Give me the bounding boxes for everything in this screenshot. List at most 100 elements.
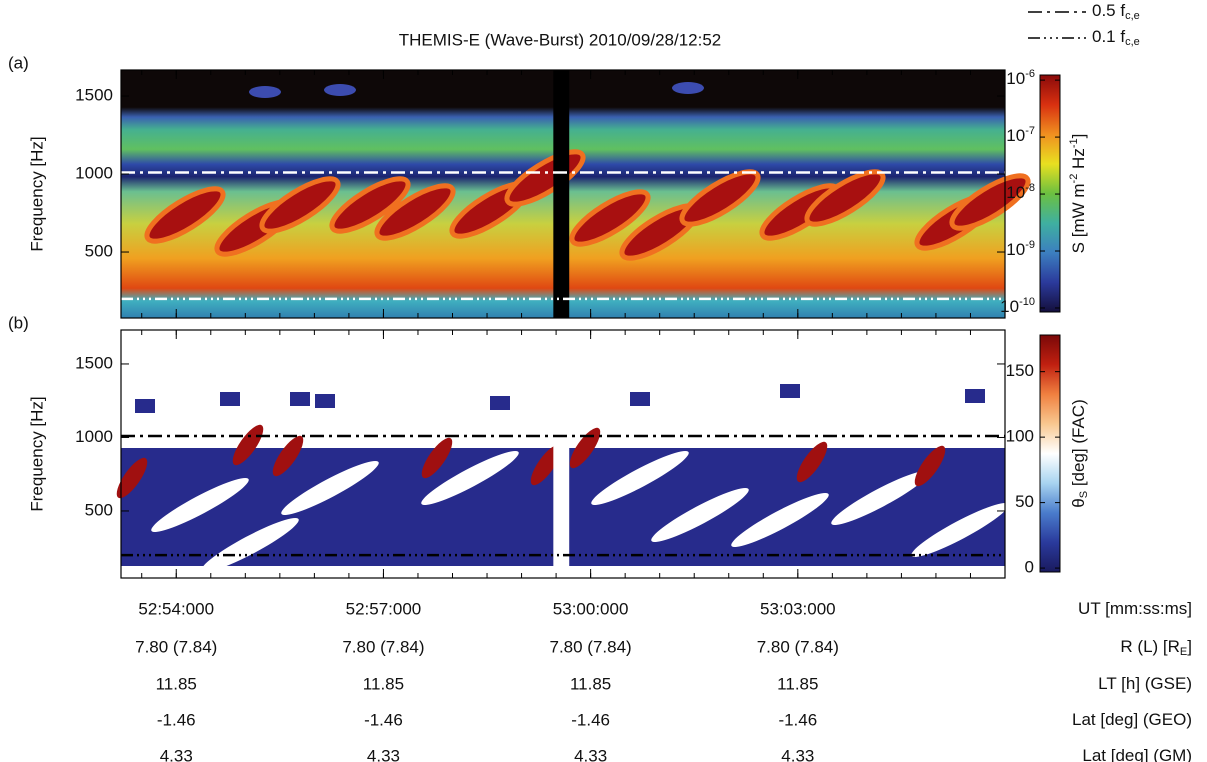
colorbar bbox=[1039, 334, 1061, 573]
spectrogram-texture bbox=[804, 169, 886, 227]
spectrogram-texture bbox=[679, 169, 761, 227]
tick-base: 10 bbox=[1006, 70, 1025, 89]
row-value: 11.85 bbox=[570, 674, 611, 693]
panel-label: (b) bbox=[8, 313, 29, 332]
y-tick-label: 1000 bbox=[75, 427, 113, 446]
row-label-part: R (L) [R bbox=[1120, 637, 1180, 656]
row-value: 7.80 (7.84) bbox=[342, 637, 424, 656]
tick-exponent: -7 bbox=[1025, 125, 1035, 137]
row-value: -1.46 bbox=[571, 710, 610, 729]
tick-exponent: -6 bbox=[1025, 68, 1035, 80]
spectrogram-texture bbox=[490, 396, 510, 410]
y-axis-label: Frequency [Hz] bbox=[27, 396, 46, 511]
spectrogram-texture bbox=[272, 435, 304, 477]
legend-text: 0.1 f bbox=[1092, 27, 1125, 46]
tick-exponent: -9 bbox=[1025, 239, 1035, 251]
y-tick-label: 500 bbox=[85, 242, 113, 261]
spectrogram-texture bbox=[911, 502, 1009, 558]
colorbar-tick-label: 10-8 bbox=[1006, 182, 1035, 203]
spectrogram-texture bbox=[831, 470, 929, 526]
colorbar-label-part: Hz bbox=[1069, 148, 1088, 174]
panel bbox=[121, 70, 1031, 318]
colorbar-label-part: -2 bbox=[1068, 174, 1080, 184]
row-label-part: UT [mm:ss:ms] bbox=[1078, 599, 1192, 618]
spectrogram-texture bbox=[232, 424, 264, 466]
spectrogram-texture bbox=[796, 441, 828, 483]
row-value: 7.80 (7.84) bbox=[135, 637, 217, 656]
colorbar-label-part: ] bbox=[1069, 134, 1088, 139]
row-label-part: Lat [deg] (GM) bbox=[1082, 746, 1192, 762]
spectrogram-texture bbox=[630, 392, 650, 406]
row-value: 4.33 bbox=[160, 746, 193, 762]
spectrogram-texture bbox=[249, 86, 281, 98]
colorbar-label-part: [deg] (FAC) bbox=[1069, 399, 1088, 491]
colorbar-tick-label: 50 bbox=[1015, 492, 1034, 511]
colorbar-label-part: S bbox=[1078, 491, 1090, 498]
row-value: -1.46 bbox=[364, 710, 403, 729]
spectrogram-texture bbox=[201, 517, 299, 573]
legend-label: 0.5 fc,e bbox=[1092, 1, 1140, 21]
colorbar-label-part: -1 bbox=[1068, 138, 1080, 148]
tick-base: 10 bbox=[1000, 297, 1019, 316]
x-tick-label: 53:03:000 bbox=[760, 599, 836, 618]
spectrogram-texture bbox=[569, 427, 601, 469]
spectrogram-texture bbox=[324, 84, 356, 96]
row-value: 7.80 (7.84) bbox=[757, 637, 839, 656]
spectrogram-texture bbox=[329, 176, 411, 234]
row-label: Lat [deg] (GEO) bbox=[1072, 710, 1192, 729]
spectrogram-texture bbox=[315, 394, 335, 408]
spectrogram-texture bbox=[672, 82, 704, 94]
y-axis-label: Frequency [Hz] bbox=[27, 136, 46, 251]
row-value: 4.33 bbox=[781, 746, 814, 762]
row-value: 11.85 bbox=[777, 674, 818, 693]
spectrogram-texture bbox=[290, 392, 310, 406]
colorbar-label-part: θ bbox=[1069, 498, 1088, 507]
spectrogram-texture bbox=[220, 392, 240, 406]
legend-text: 0.5 f bbox=[1092, 1, 1125, 20]
tick-base: 10 bbox=[1006, 240, 1025, 259]
y-tick-label: 500 bbox=[85, 500, 113, 519]
colorbar-tick-label: 10-6 bbox=[1006, 68, 1035, 89]
row-label-part: ] bbox=[1187, 637, 1192, 656]
legend-sub: c,e bbox=[1125, 36, 1140, 48]
spectrogram-texture bbox=[144, 186, 226, 244]
spectrogram-texture bbox=[116, 457, 148, 499]
title: THEMIS-E (Wave-Burst) 2010/09/28/12:52 bbox=[399, 30, 722, 49]
row-label: Lat [deg] (GM) bbox=[1082, 746, 1192, 762]
spectrogram-texture bbox=[135, 399, 155, 413]
row-value: 11.85 bbox=[363, 674, 404, 693]
panel-frame bbox=[120, 329, 1006, 579]
spectrogram-texture bbox=[914, 445, 946, 487]
row-label: R (L) [RE] bbox=[1120, 637, 1192, 657]
spectrogram-texture bbox=[569, 189, 651, 247]
spectrogram-texture bbox=[421, 437, 453, 479]
row-value: -1.46 bbox=[157, 710, 196, 729]
colorbar bbox=[1039, 74, 1061, 313]
x-tick-label: 52:54:000 bbox=[138, 599, 214, 618]
spectrogram-texture bbox=[651, 487, 749, 543]
spectrogram-texture bbox=[731, 492, 829, 548]
colorbar-tick-label: 10-7 bbox=[1006, 125, 1035, 146]
row-value: 4.33 bbox=[367, 746, 400, 762]
y-tick-label: 1500 bbox=[75, 353, 113, 372]
spectrogram-texture bbox=[591, 450, 689, 506]
spectrogram-texture bbox=[965, 389, 985, 403]
row-label-part: LT [h] (GSE) bbox=[1098, 674, 1192, 693]
panel-label: (a) bbox=[8, 53, 29, 72]
spectrogram-texture bbox=[780, 384, 800, 398]
row-value: -1.46 bbox=[778, 710, 817, 729]
tick-base: 10 bbox=[1006, 127, 1025, 146]
spectrogram-texture bbox=[259, 176, 341, 234]
spectrogram-texture bbox=[421, 450, 519, 506]
spectrogram-texture bbox=[949, 173, 1031, 231]
y-tick-label: 1000 bbox=[75, 164, 113, 183]
tick-exponent: -10 bbox=[1019, 296, 1035, 308]
panel-frame bbox=[120, 69, 1006, 319]
colorbar-tick-label: 10-9 bbox=[1006, 239, 1035, 260]
legend-label: 0.1 fc,e bbox=[1092, 27, 1140, 47]
legend-sub: c,e bbox=[1125, 10, 1140, 22]
colorbar-tick-label: 0 bbox=[1025, 558, 1034, 577]
colorbar-tick-label: 100 bbox=[1006, 427, 1034, 446]
tick-base: 10 bbox=[1006, 184, 1025, 203]
